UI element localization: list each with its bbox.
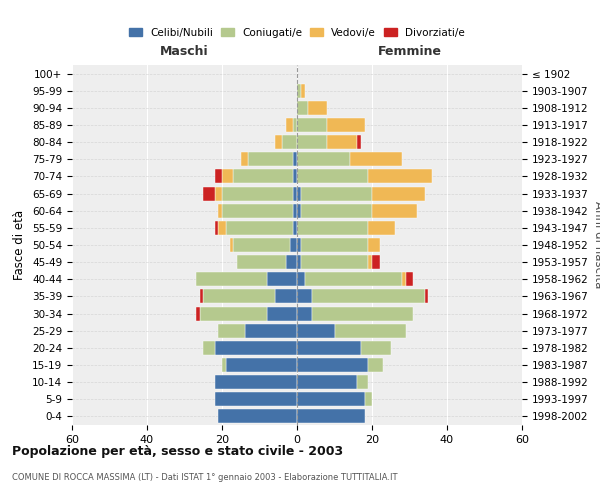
- Bar: [293, 152, 297, 166]
- Bar: [305, 272, 402, 286]
- Bar: [297, 272, 305, 286]
- Bar: [301, 255, 368, 269]
- Bar: [293, 221, 297, 235]
- Bar: [297, 375, 357, 389]
- Bar: [282, 135, 297, 149]
- Bar: [297, 221, 368, 235]
- Y-axis label: Fasce di età: Fasce di età: [13, 210, 26, 280]
- Bar: [301, 238, 368, 252]
- Bar: [297, 186, 301, 200]
- Bar: [215, 186, 222, 200]
- Bar: [365, 392, 372, 406]
- Bar: [297, 238, 301, 252]
- Bar: [406, 272, 413, 286]
- Bar: [357, 135, 361, 149]
- Bar: [297, 324, 335, 338]
- Bar: [222, 204, 293, 218]
- Bar: [297, 358, 368, 372]
- Bar: [275, 135, 282, 149]
- Bar: [196, 272, 267, 286]
- Bar: [297, 410, 365, 424]
- Bar: [218, 410, 297, 424]
- Bar: [248, 152, 293, 166]
- Bar: [290, 238, 297, 252]
- Bar: [368, 170, 432, 183]
- Bar: [372, 186, 425, 200]
- Bar: [203, 290, 275, 304]
- Bar: [203, 186, 215, 200]
- Bar: [368, 255, 372, 269]
- Bar: [301, 84, 305, 98]
- Bar: [368, 221, 395, 235]
- Bar: [297, 101, 308, 115]
- Bar: [293, 204, 297, 218]
- Bar: [297, 84, 301, 98]
- Bar: [297, 392, 365, 406]
- Bar: [203, 341, 215, 355]
- Bar: [301, 186, 372, 200]
- Bar: [226, 221, 293, 235]
- Bar: [297, 135, 327, 149]
- Bar: [218, 204, 222, 218]
- Bar: [297, 204, 301, 218]
- Bar: [245, 324, 297, 338]
- Bar: [286, 255, 297, 269]
- Bar: [222, 358, 226, 372]
- Bar: [229, 238, 233, 252]
- Bar: [402, 272, 406, 286]
- Bar: [215, 375, 297, 389]
- Bar: [297, 290, 312, 304]
- Bar: [357, 375, 368, 389]
- Bar: [293, 186, 297, 200]
- Text: Maschi: Maschi: [160, 45, 209, 58]
- Bar: [226, 358, 297, 372]
- Bar: [425, 290, 428, 304]
- Bar: [293, 118, 297, 132]
- Bar: [196, 306, 199, 320]
- Bar: [301, 204, 372, 218]
- Bar: [233, 238, 290, 252]
- Bar: [372, 204, 417, 218]
- Bar: [312, 290, 425, 304]
- Bar: [215, 221, 218, 235]
- Bar: [218, 221, 226, 235]
- Bar: [297, 152, 349, 166]
- Bar: [286, 118, 293, 132]
- Bar: [297, 255, 301, 269]
- Bar: [267, 272, 297, 286]
- Bar: [267, 306, 297, 320]
- Bar: [297, 170, 368, 183]
- Bar: [233, 170, 293, 183]
- Bar: [297, 118, 327, 132]
- Bar: [218, 324, 245, 338]
- Bar: [199, 306, 267, 320]
- Bar: [293, 170, 297, 183]
- Bar: [361, 341, 391, 355]
- Bar: [327, 118, 365, 132]
- Bar: [297, 306, 312, 320]
- Bar: [215, 392, 297, 406]
- Text: Femmine: Femmine: [377, 45, 442, 58]
- Text: Popolazione per età, sesso e stato civile - 2003: Popolazione per età, sesso e stato civil…: [12, 445, 343, 458]
- Bar: [241, 152, 248, 166]
- Bar: [222, 170, 233, 183]
- Bar: [327, 135, 357, 149]
- Bar: [199, 290, 203, 304]
- Bar: [215, 341, 297, 355]
- Bar: [237, 255, 286, 269]
- Bar: [308, 101, 327, 115]
- Bar: [275, 290, 297, 304]
- Bar: [372, 255, 380, 269]
- Y-axis label: Anni di nascita: Anni di nascita: [592, 202, 600, 288]
- Legend: Celibi/Nubili, Coniugati/e, Vedovi/e, Divorziati/e: Celibi/Nubili, Coniugati/e, Vedovi/e, Di…: [125, 24, 469, 42]
- Bar: [349, 152, 402, 166]
- Bar: [312, 306, 413, 320]
- Bar: [215, 170, 222, 183]
- Bar: [368, 358, 383, 372]
- Text: COMUNE DI ROCCA MASSIMA (LT) - Dati ISTAT 1° gennaio 2003 - Elaborazione TUTTITA: COMUNE DI ROCCA MASSIMA (LT) - Dati ISTA…: [12, 473, 398, 482]
- Bar: [335, 324, 406, 338]
- Bar: [368, 238, 380, 252]
- Bar: [297, 341, 361, 355]
- Bar: [222, 186, 293, 200]
